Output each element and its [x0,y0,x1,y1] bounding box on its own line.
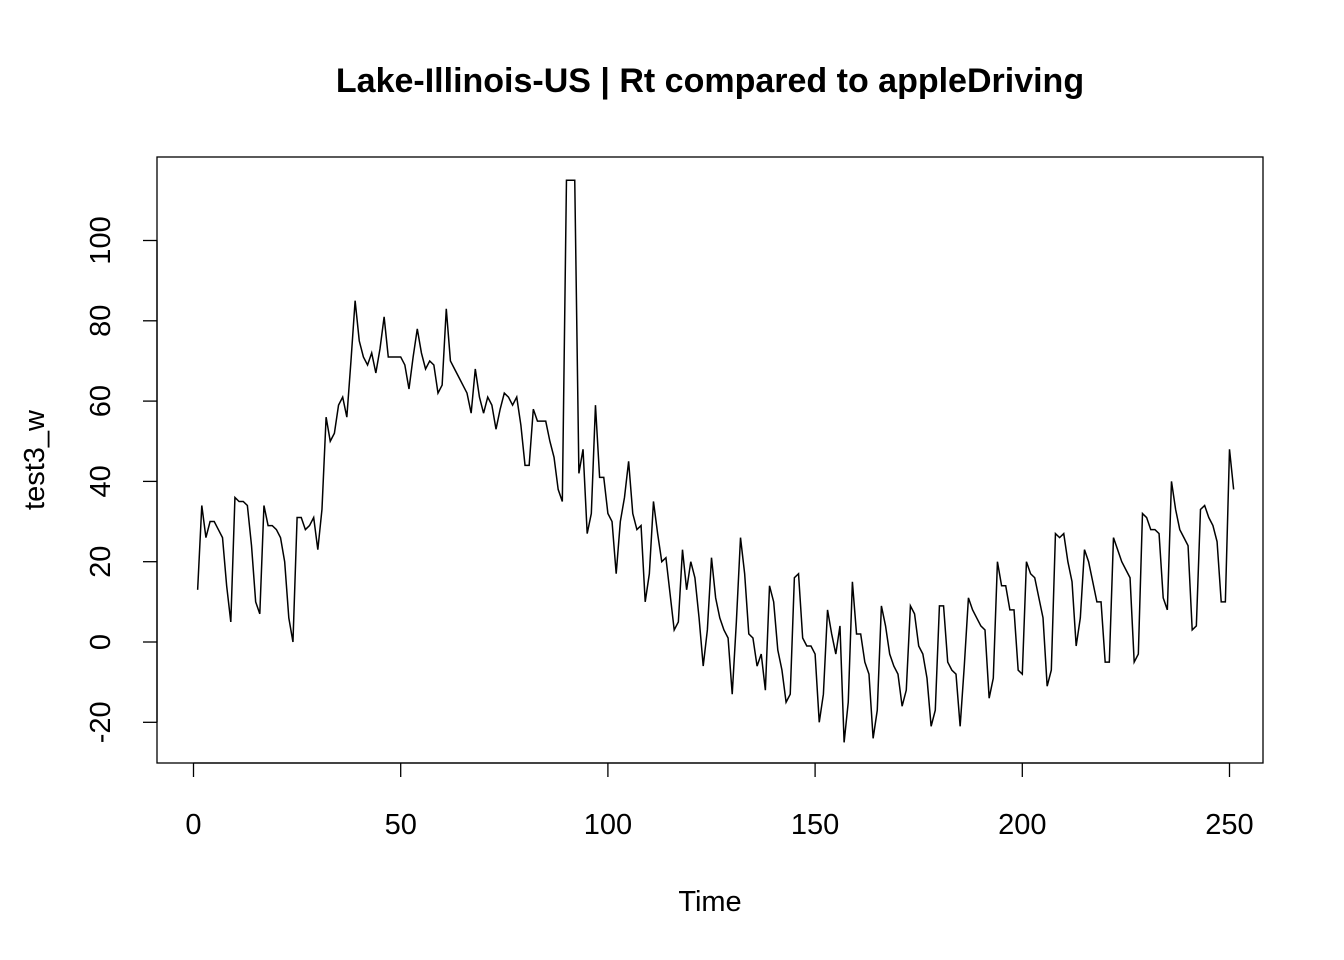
plot-area-border [156,156,1264,764]
series-line-test3-w [196,179,1235,743]
x-tick-label: 50 [385,809,417,841]
y-tick-label: 40 [85,465,117,497]
y-tick-label: 80 [85,305,117,337]
y-tick-label: 0 [85,634,117,650]
y-tick-label: -20 [85,701,117,743]
x-tick-label: 250 [1205,809,1253,841]
x-tick-label: 150 [791,809,839,841]
x-axis: 0 50 100 150 200 250 [185,762,1254,841]
x-tick-label: 200 [998,809,1046,841]
x-tick-label: 100 [584,809,632,841]
x-tick-label: 0 [185,809,201,841]
y-tick-label: 60 [85,385,117,417]
x-axis-label: Time [678,886,741,918]
y-axis: -20 0 20 40 60 80 100 [85,216,158,743]
y-tick-label: 20 [85,546,117,578]
y-tick-label: 100 [85,216,117,264]
chart-title: Lake-Illinois-US | Rt compared to appleD… [336,62,1084,100]
y-axis-label: test3_w [19,409,51,510]
